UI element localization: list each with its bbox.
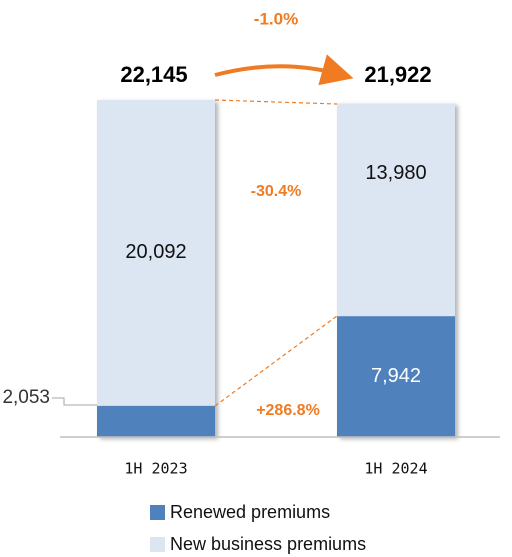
bar-segment xyxy=(337,316,455,437)
legend-swatch xyxy=(150,537,165,552)
bars xyxy=(97,100,455,437)
leader-line xyxy=(52,397,97,406)
x-tick-label: 1H 2024 xyxy=(364,460,427,478)
legend-swatch xyxy=(150,505,165,520)
connector xyxy=(214,315,338,407)
bar-segment xyxy=(97,100,215,406)
data-label: 2,053 xyxy=(2,387,50,408)
change-arrow xyxy=(214,54,354,86)
connector xyxy=(214,99,338,105)
bar-segment xyxy=(337,103,455,317)
bar-segment xyxy=(97,405,215,437)
total-label: 22,145 xyxy=(120,62,187,87)
bar-stack xyxy=(337,103,455,437)
x-tick-label: 1H 2023 xyxy=(124,460,187,478)
data-label: 13,980 xyxy=(365,162,426,184)
annotation: +286.8% xyxy=(256,402,320,419)
annotation: -30.4% xyxy=(251,183,302,200)
bar-stack xyxy=(97,100,215,437)
annotation: -1.0% xyxy=(254,9,298,28)
legend-label: Renewed premiums xyxy=(170,502,330,522)
data-label: 20,092 xyxy=(125,241,186,263)
data-label: 7,942 xyxy=(371,365,421,387)
total-label: 21,922 xyxy=(364,62,431,87)
legend-label: New business premiums xyxy=(170,534,366,554)
